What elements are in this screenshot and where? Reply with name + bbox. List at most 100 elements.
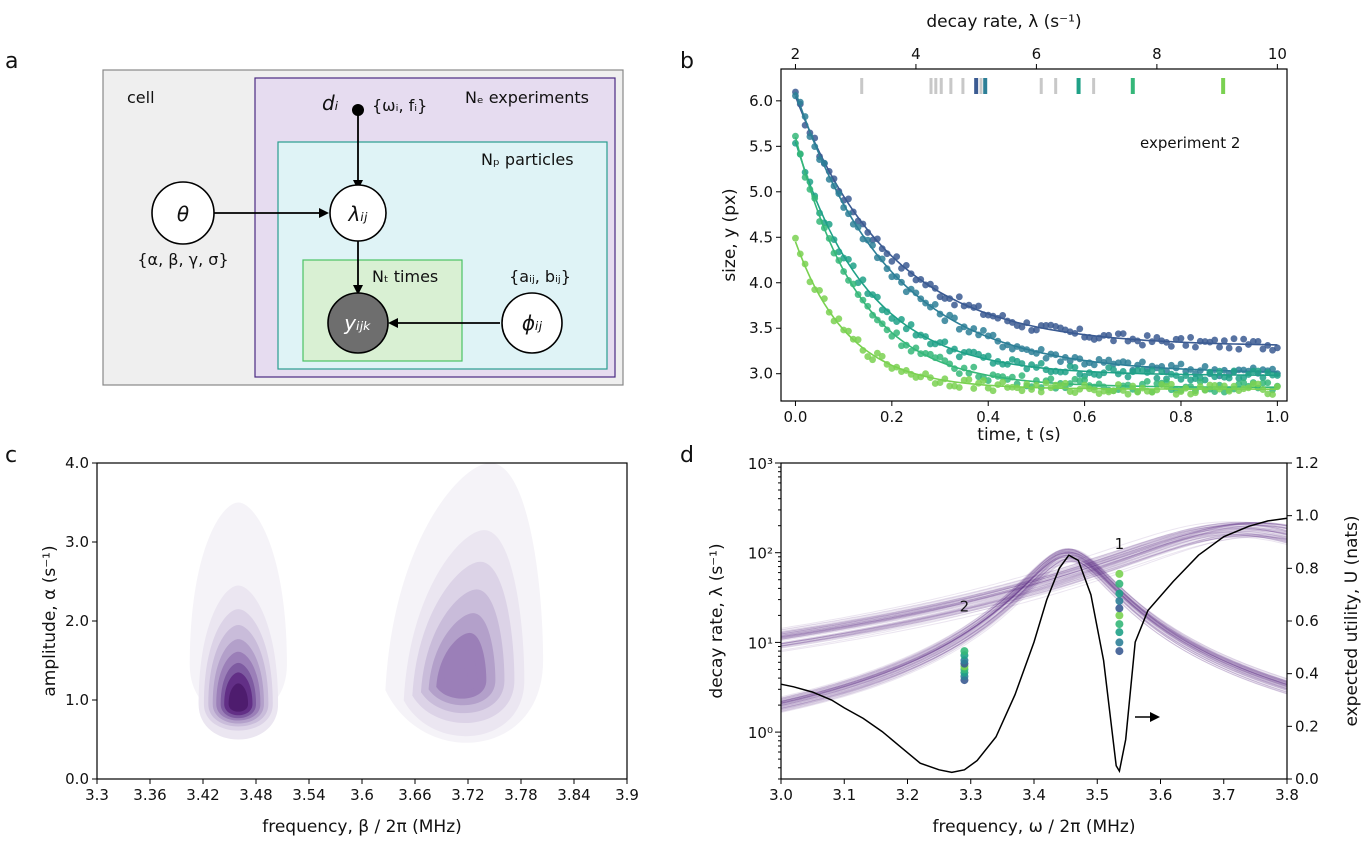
top-tick-label: 8 [1152, 45, 1162, 63]
data-point [1042, 322, 1050, 329]
data-point [1057, 368, 1064, 376]
x-tick-label: 3.3 [959, 786, 983, 804]
model-curve [781, 534, 1287, 645]
data-point [1018, 323, 1026, 331]
data-point [1004, 341, 1011, 349]
data-point [946, 382, 954, 390]
data-point [917, 373, 925, 381]
data-point [1042, 379, 1050, 387]
model-curve [781, 556, 1287, 707]
y-axis-label: decay rate, λ (s⁻¹) [707, 543, 727, 698]
data-point [1119, 330, 1127, 338]
data-point [859, 346, 867, 354]
y-tick-label: 0.0 [65, 770, 89, 788]
data-point [1061, 353, 1069, 361]
data-point [859, 296, 867, 304]
data-point [1139, 384, 1146, 392]
y-tick-label: 5.5 [749, 137, 773, 155]
data-point [1196, 378, 1204, 386]
plot-frame [96, 462, 628, 780]
x-tick-label: 3.36 [133, 786, 166, 804]
data-point [835, 190, 843, 198]
data-point [816, 286, 823, 294]
data-point [1061, 379, 1069, 387]
data-point [1100, 369, 1108, 377]
design-node [352, 104, 364, 116]
data-point [1018, 360, 1026, 367]
data-point [801, 173, 809, 181]
data-point [951, 345, 958, 353]
data-point [912, 289, 920, 297]
data-point [859, 220, 867, 228]
x-tick-label: 3.8 [1275, 786, 1299, 804]
data-point [1182, 372, 1190, 380]
data-point [1081, 376, 1088, 384]
data-point [1172, 364, 1180, 372]
data-point [845, 255, 852, 263]
theta-params: {α, β, γ, σ} [137, 250, 228, 269]
model-curve [781, 528, 1287, 638]
model-curve [781, 532, 1287, 646]
data-point [936, 379, 944, 387]
design-point [1115, 628, 1124, 637]
model-curve [781, 532, 1287, 648]
data-point [1119, 368, 1127, 375]
panel-c-letter: c [5, 443, 17, 468]
y-tick-label: 4.0 [65, 454, 89, 472]
model-curve [781, 549, 1287, 699]
data-point [888, 257, 896, 265]
data-point [994, 337, 1002, 345]
data-point [873, 349, 881, 357]
model-curve [781, 551, 1287, 706]
data-point [994, 372, 1002, 380]
x-axis-label: frequency, β / 2π (MHz) [262, 817, 462, 837]
model-curve [781, 528, 1287, 639]
panel-a-diagram: cell Nₑ experiments Nₚ particles Nₜ time… [102, 69, 624, 386]
data-point [893, 363, 901, 371]
data-point [1047, 375, 1055, 383]
data-point [946, 295, 954, 303]
data-point [825, 220, 833, 228]
data-point [1177, 388, 1185, 396]
data-point [1273, 372, 1281, 379]
data-point [1245, 384, 1252, 392]
data-point [1143, 377, 1151, 385]
data-point [965, 348, 973, 356]
data-point [1124, 359, 1132, 367]
data-point [970, 385, 978, 392]
data-point [926, 374, 934, 382]
data-point [1240, 374, 1248, 382]
model-curve [781, 529, 1287, 639]
data-point [1139, 341, 1146, 349]
model-curve [781, 524, 1287, 634]
model-curve [781, 522, 1287, 636]
data-point [792, 234, 799, 242]
data-point [1240, 335, 1248, 343]
data-point [1249, 367, 1257, 375]
model-curve [781, 533, 1287, 647]
model-curve [781, 533, 1287, 647]
panel-c-chart: 3.3 3.36 3.42 3.48 3.54 3.6 3.66 3.72 3.78 3.84 3.… [40, 454, 639, 837]
x-axis-label: time, t (s) [977, 425, 1060, 445]
data-point [816, 156, 823, 163]
data-point [912, 331, 920, 339]
design-point [1115, 638, 1124, 647]
data-point [801, 113, 809, 120]
data-point [1196, 337, 1204, 345]
data-point [999, 311, 1007, 319]
data-point [835, 257, 843, 264]
model-curve [781, 553, 1287, 704]
model-curve [781, 555, 1287, 709]
model-curve-group [781, 521, 1287, 713]
model-curve [781, 535, 1287, 653]
data-point [941, 338, 949, 346]
data-point [1148, 338, 1156, 346]
model-curve [781, 550, 1287, 703]
particles-label: Nₚ particles [481, 150, 574, 169]
data-point [1023, 380, 1031, 388]
data-point [864, 236, 872, 244]
data-point [1192, 370, 1199, 378]
data-point [1090, 386, 1098, 394]
model-curve [781, 535, 1287, 645]
data-point [1004, 360, 1011, 368]
